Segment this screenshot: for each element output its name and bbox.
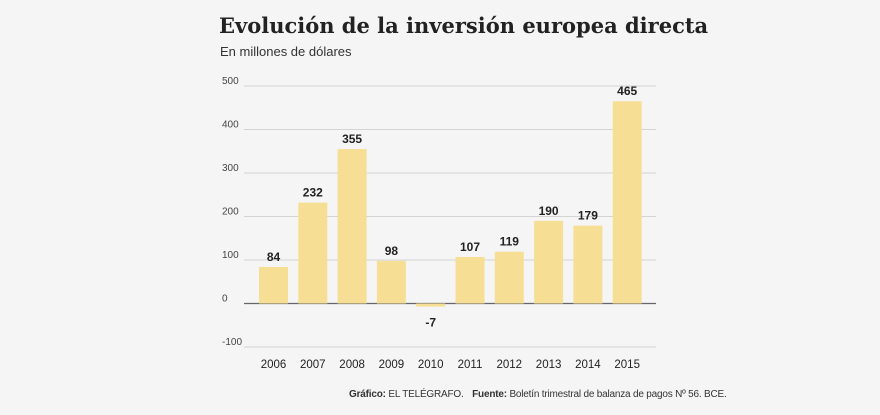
data-label-2010: -7	[425, 316, 436, 330]
bar-2008	[337, 149, 367, 304]
bar-2006	[259, 266, 288, 304]
data-label-2008: 355	[342, 132, 362, 146]
data-label-2014: 179	[578, 209, 598, 223]
x-tick-label-2010: 2010	[418, 359, 444, 371]
x-tick-label-2006: 2006	[261, 359, 287, 371]
data-label-2006: 84	[267, 250, 281, 264]
bars	[259, 101, 642, 307]
x-tick-label-2013: 2013	[536, 359, 562, 371]
data-label-2012: 119	[500, 235, 520, 249]
bar-2012	[494, 251, 524, 304]
data-label-2013: 190	[539, 204, 559, 218]
data-label-2011: 107	[460, 240, 480, 254]
source-value: Boletín trimestral de balanza de pagos N…	[509, 389, 727, 400]
y-axis-ticks: -100 0 100 200 300 400 500	[222, 76, 242, 348]
x-tick-label-2007: 2007	[300, 359, 326, 371]
data-labels: 84 232 355 98 -7 107 119 190 179 465	[267, 84, 638, 329]
y-tick-label: 400	[222, 120, 239, 131]
bar-2007	[298, 202, 328, 304]
data-label-2007: 232	[303, 186, 323, 200]
data-label-2015: 465	[617, 84, 637, 98]
bar-2015	[612, 101, 642, 304]
x-tick-label-2015: 2015	[614, 359, 640, 371]
credit-value: EL TELÉGRAFO.	[388, 389, 464, 400]
x-tick-label-2014: 2014	[575, 359, 601, 371]
source-label: Fuente:	[472, 389, 507, 400]
y-tick-label: 0	[222, 294, 228, 305]
x-tick-label-2008: 2008	[339, 359, 365, 371]
source-note: Gráfico: EL TELÉGRAFO. Fuente: Boletín t…	[349, 389, 727, 400]
x-axis-ticks: 2006 2007 2008 2009 2010 2011 2012 2013 2014 2015	[261, 359, 640, 371]
y-tick-label: 200	[222, 207, 239, 218]
bar-2013	[534, 220, 564, 304]
y-tick-label: 100	[222, 250, 239, 261]
bar-2009	[376, 260, 406, 304]
y-tick-label: 500	[222, 76, 239, 87]
bar-2014	[573, 225, 603, 304]
chart-title: Evolución de la inversión europea direct…	[219, 13, 709, 38]
x-tick-label-2009: 2009	[379, 359, 405, 371]
x-tick-label-2012: 2012	[497, 359, 523, 371]
bar-2010	[416, 303, 446, 307]
y-tick-label: 300	[222, 163, 239, 174]
y-tick-label: -100	[222, 337, 242, 348]
chart-subtitle: En millones de dólares	[220, 44, 352, 59]
credit-label: Gráfico:	[349, 389, 386, 400]
data-label-2009: 98	[385, 244, 399, 258]
bar-2011	[455, 256, 485, 304]
x-tick-label-2011: 2011	[458, 359, 483, 371]
